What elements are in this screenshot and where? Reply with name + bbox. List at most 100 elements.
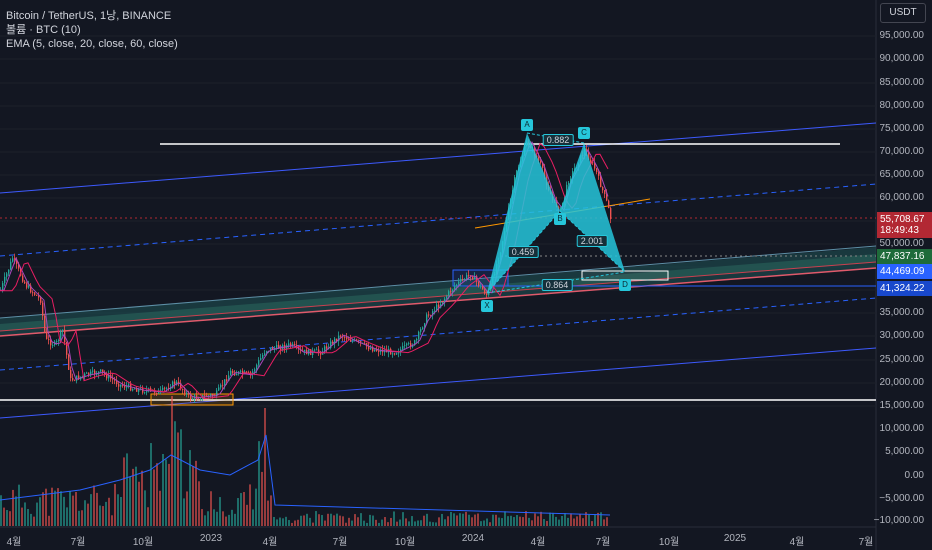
volume-bar (150, 443, 152, 526)
volume-bar (147, 507, 149, 526)
candle (296, 345, 298, 347)
candle (212, 394, 214, 396)
candle (414, 340, 416, 346)
candle (404, 345, 406, 347)
candle (72, 377, 74, 381)
volume-bar (3, 507, 5, 526)
candle (370, 348, 372, 350)
volume-bar (252, 509, 254, 526)
price-tag-value: 41,324.22 (880, 283, 925, 294)
volume-bar (240, 493, 242, 526)
candle (420, 329, 422, 332)
pattern-point-c[interactable]: C (578, 127, 590, 139)
volume-bar (219, 497, 221, 526)
volume-bar (402, 512, 404, 526)
volume-bar (198, 481, 200, 526)
volume-bar (366, 522, 368, 526)
candle (28, 285, 30, 288)
candle (50, 340, 52, 346)
candle (436, 304, 438, 311)
volume-bar (57, 488, 59, 526)
candle (216, 390, 218, 397)
volume-bar (90, 494, 92, 526)
candle (542, 162, 544, 168)
volume-bar (588, 514, 590, 526)
ema-indicator-label[interactable]: EMA (5, close, 20, close, 60, close) (6, 38, 178, 50)
volume-bar (30, 513, 32, 526)
candle (124, 385, 126, 388)
pattern-point-a[interactable]: A (521, 119, 533, 131)
volume-bar (189, 450, 191, 526)
volume-bar (414, 521, 416, 526)
candle (246, 371, 248, 373)
candle (416, 338, 418, 341)
candle (444, 298, 446, 303)
volume-bar (168, 463, 170, 526)
volume-bar (399, 519, 401, 526)
volume-bar (78, 510, 80, 526)
volume-bar (561, 515, 563, 526)
candle (184, 389, 186, 395)
candle (572, 171, 574, 179)
candle (266, 351, 268, 354)
pattern-point-d[interactable]: D (619, 279, 631, 291)
candle (76, 375, 78, 381)
candle (466, 274, 468, 280)
pattern-point-b[interactable]: B (554, 213, 566, 225)
candle (374, 349, 376, 352)
volume-bar (543, 519, 545, 526)
candle (38, 295, 40, 298)
candle (418, 331, 420, 339)
time-tick-label: 10월 (132, 537, 154, 548)
volume-bar (15, 496, 17, 526)
currency-button[interactable]: USDT (880, 3, 926, 23)
volume-bar (564, 513, 566, 526)
volume-bar (474, 514, 476, 526)
volume-bar (48, 515, 50, 526)
volume-indicator-label[interactable]: 볼륨 · BTC (10) (6, 24, 81, 36)
volume-bar (420, 520, 422, 526)
candle (392, 353, 394, 355)
candle (44, 315, 46, 332)
candle (476, 276, 478, 282)
volume-bar (318, 514, 320, 526)
price-tick-label: 70,000.00 (879, 146, 925, 157)
candle (144, 392, 146, 394)
volume-bar (171, 396, 173, 526)
candle (478, 281, 480, 286)
candle (116, 380, 118, 385)
volume-bar (447, 516, 449, 526)
time-tick-label: 7월 (858, 537, 874, 548)
candle (242, 370, 244, 374)
candle (318, 349, 320, 353)
price-tick-label: 25,000.00 (879, 354, 925, 365)
volume-bar (255, 488, 257, 526)
volume-bar (384, 517, 386, 526)
candle (200, 399, 202, 400)
candle (14, 258, 16, 260)
candle (460, 278, 462, 282)
ratio-label-xd: 0.864 (541, 279, 573, 291)
volume-bar (84, 500, 86, 526)
volume-bar (165, 459, 167, 526)
symbol-title[interactable]: Bitcoin / TetherUS, 1낭, BINANCE (6, 10, 172, 22)
candle (92, 370, 94, 372)
candle (220, 384, 222, 388)
candle (260, 358, 262, 361)
candle (86, 372, 88, 374)
channel-line (0, 261, 877, 332)
candle (376, 349, 378, 351)
candle (544, 167, 546, 177)
candle (82, 375, 84, 377)
candle (396, 353, 398, 355)
pattern-point-x[interactable]: X (481, 300, 493, 312)
candle (114, 379, 116, 381)
volume-bar (303, 515, 305, 526)
volume-bar (312, 522, 314, 526)
candle (430, 315, 432, 317)
volume-bar (231, 509, 233, 526)
price-tag-value: 47,837.16 (880, 251, 925, 262)
candle (32, 292, 34, 294)
price-tick-label: 35,000.00 (879, 307, 925, 318)
